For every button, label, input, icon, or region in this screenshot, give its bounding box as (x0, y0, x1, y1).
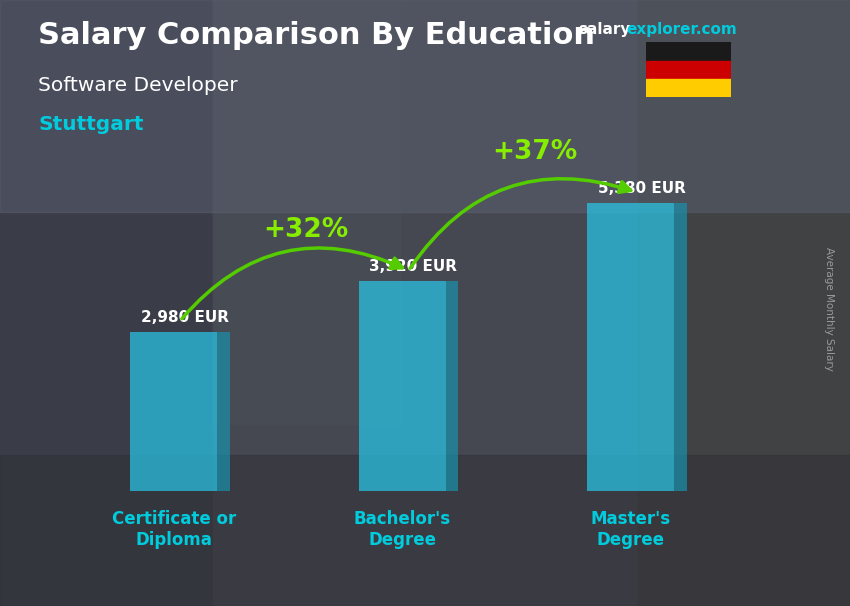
FancyBboxPatch shape (218, 331, 230, 491)
FancyBboxPatch shape (674, 203, 687, 491)
Text: Stuttgart: Stuttgart (38, 115, 144, 134)
FancyBboxPatch shape (445, 281, 458, 491)
Text: Average Monthly Salary: Average Monthly Salary (824, 247, 834, 371)
Bar (212, 0, 400, 424)
Bar (646, 42, 731, 61)
Text: explorer.com: explorer.com (626, 22, 737, 38)
Bar (0, 454, 850, 606)
Bar (212, 0, 638, 606)
Text: Salary Comparison By Education: Salary Comparison By Education (38, 21, 595, 50)
Bar (0, 0, 850, 212)
FancyBboxPatch shape (587, 203, 674, 491)
Bar (646, 61, 731, 79)
Text: 3,920 EUR: 3,920 EUR (369, 259, 457, 275)
Text: +32%: +32% (264, 218, 349, 244)
Bar (0, 0, 212, 606)
Bar (638, 0, 850, 606)
Text: salary: salary (578, 22, 631, 38)
Bar (646, 79, 731, 97)
Text: +37%: +37% (492, 139, 577, 165)
Text: 2,980 EUR: 2,980 EUR (140, 310, 229, 325)
FancyBboxPatch shape (130, 331, 218, 491)
Text: 5,380 EUR: 5,380 EUR (598, 181, 686, 196)
FancyBboxPatch shape (359, 281, 445, 491)
Text: Software Developer: Software Developer (38, 76, 238, 95)
